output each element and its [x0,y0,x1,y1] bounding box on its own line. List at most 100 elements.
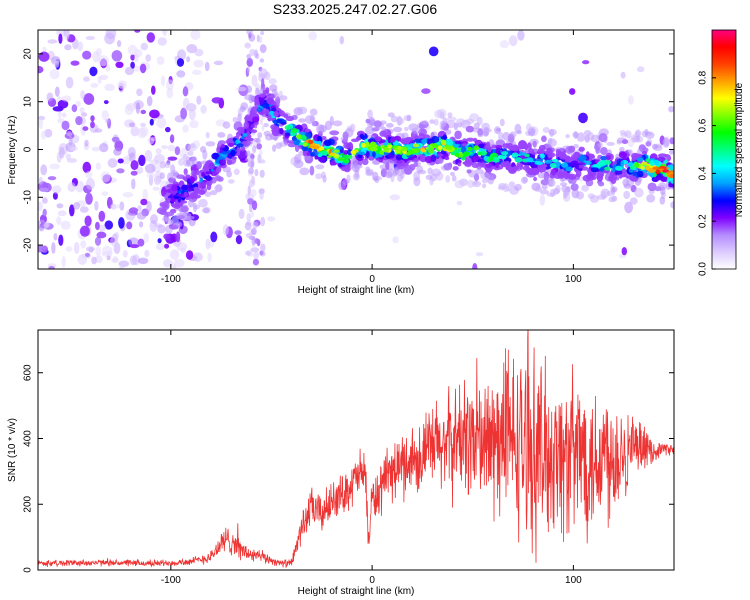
spectrogram-cell [204,191,212,197]
spectrogram-cell [598,133,608,143]
snr-series-line [38,330,674,568]
spectrogram-cell [343,165,351,173]
spectrogram-cell [186,178,191,184]
spectrogram-cell [457,162,462,167]
spectrogram-cell [251,227,257,235]
spectrogram-cell [565,134,570,139]
spectrogram-cell [140,122,146,127]
spectrogram-cell [161,186,167,197]
snr-background [38,330,674,570]
spectrogram-cell [226,159,233,165]
spectrogram-cell [247,60,252,67]
colorbar-ticks: 0.0 0.2 0.4 0.6 0.8 [698,70,716,276]
spectrogram-cell [217,176,224,182]
spectrogram-cell [147,137,155,145]
spectrogram-cell [337,157,345,162]
spectrogram-cell [472,155,481,160]
spectrogram-cell [629,165,635,170]
spectrogram-cell [117,40,122,48]
spectrogram-cell [606,141,615,146]
spectrogram-cell [621,139,629,145]
spectrogram-cell [105,119,110,124]
spectrogram-cell [75,116,83,126]
spectrogram-cell [504,160,510,165]
spectrogram-cell [234,230,242,235]
spectrogram-cell [385,161,390,171]
spectrogram-cell [511,152,519,158]
spectrogram-cell [298,118,306,123]
spectrogram-cell [299,131,306,136]
spectrogram-cell [267,93,272,97]
spectrogram-cell [456,118,466,126]
spectrogram-cell [420,120,429,125]
spectrogram-cell [304,128,309,133]
spectrogram-cell [631,152,639,160]
spectrogram-cell [168,219,173,226]
spectrogram-cell [517,146,522,150]
spectrogram-cell [546,147,551,153]
spectrogram-cell [60,220,71,230]
spectrogram-cell [119,201,125,211]
spectrogram-cell [57,118,65,124]
spectrogram-cell [200,104,207,114]
spectrogram-cell [215,167,222,173]
spectrogram-cell [51,185,62,194]
spectrogram-cell [309,115,316,124]
spectrogram-x-tick-label: 100 [565,274,582,285]
spectrogram-cell [58,33,63,44]
spectrogram-cell [544,159,553,164]
spectrogram-cell [252,258,259,266]
spectrogram-cell [596,171,604,178]
spectrogram-cell [615,165,623,171]
spectrogram-cell [565,166,573,172]
spectrogram-x-tick-label: -100 [161,274,181,285]
spectrogram-cell [248,179,254,188]
spectrogram-cell [454,140,462,145]
spectrogram-cell [122,250,128,258]
spectrogram-cell [149,118,154,126]
spectrogram-cell [655,169,661,175]
spectrogram-cell [541,135,547,143]
spectrogram-cell [204,61,210,72]
spectrogram-cell [645,166,650,171]
spectrogram-cell [122,192,134,198]
spectrogram-cell [273,111,279,117]
spectrogram-cell [536,161,543,165]
spectrogram-cell [389,194,401,201]
spectrogram-cell [569,88,576,95]
spectrogram-cell [176,215,186,220]
spectrogram-cell [175,221,183,228]
spectrogram-x-tick-label: 0 [369,274,375,285]
spectrogram-cell [232,117,238,123]
spectrogram-cell [113,147,122,156]
spectrogram-cell [466,169,472,174]
spectrogram-cell [236,86,247,92]
spectrogram-cell [400,138,408,145]
spectrogram-cell [297,106,308,115]
spectrogram-cell [578,155,587,162]
snr-x-tick-label: 100 [565,575,582,586]
spectrogram-cell [263,122,269,128]
spectrogram-cell [251,200,258,211]
spectrogram-cell [56,216,62,225]
spectrogram-cell [165,126,171,133]
spectrogram-cell [492,158,500,163]
spectrogram-cell [635,129,642,138]
spectrogram-cell [138,154,146,167]
spectrogram-cell [430,154,437,162]
spectrogram-cell [447,112,453,118]
spectrogram-cell [235,139,241,145]
spectrogram-cell [598,181,605,187]
spectrogram-cell [355,136,361,141]
spectrogram-cell [245,233,253,238]
spectrogram-cell [347,154,353,159]
spectrogram-cell [186,56,191,63]
spectrogram-cell [155,243,165,251]
spectrogram-cell [279,141,289,147]
spectrogram-cell [358,151,366,155]
spectrogram-cell [167,156,178,161]
spectrogram-cell [57,210,67,217]
spectrogram-cell [38,51,50,62]
spectrogram-cell [182,176,187,181]
